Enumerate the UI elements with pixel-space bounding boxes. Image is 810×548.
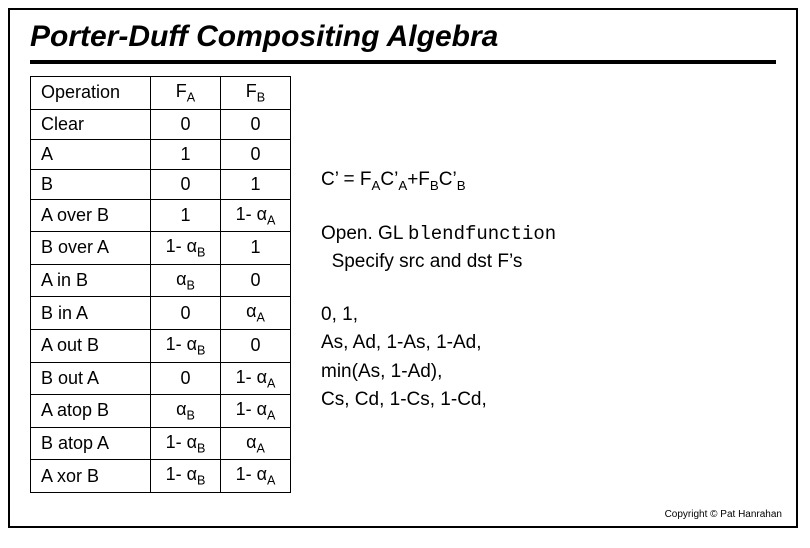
operations-table: Operation FA FB Clear00A10B01A over B11-… [30,76,291,493]
cell-fa: 1 [151,199,221,232]
opengl-line1-mono: blendfunction [408,223,556,245]
cell-op: A [31,139,151,169]
cell-fa: αB [151,264,221,297]
table-row: A10 [31,139,291,169]
table-row: B in A0αA [31,297,291,330]
cell-fb: 0 [221,329,291,362]
copyright: Copyright © Pat Hanrahan [665,509,782,520]
table-row: A in BαB0 [31,264,291,297]
options-l3: min(As, 1-Ad), [321,361,442,382]
options-l2: As, Ad, 1-As, 1-Ad, [321,332,482,353]
col-operation: Operation [31,77,151,110]
options-l4: Cs, Cd, 1-Cs, 1-Cd, [321,389,487,410]
slide-frame: Porter-Duff Compositing Algebra Operatio… [8,8,798,528]
right-column: C’ = FAC’A+FBC’B Open. GL blendfunction … [321,76,556,493]
cell-fb: 1- αA [221,395,291,428]
cell-fb: 1- αA [221,362,291,395]
cell-fa: 0 [151,109,221,139]
cell-op: B [31,169,151,199]
cell-op: A in B [31,264,151,297]
cell-fb: 0 [221,264,291,297]
cell-fa: 1- αB [151,427,221,460]
table-row: A atop BαB1- αA [31,395,291,428]
cell-fa: 1- αB [151,329,221,362]
cell-fb: 0 [221,139,291,169]
cell-fb: 1 [221,169,291,199]
table-row: B01 [31,169,291,199]
opengl-line2: Specify src and dst F’s [332,251,523,272]
cell-op: B atop A [31,427,151,460]
cell-fb: 1 [221,232,291,265]
table-row: Clear00 [31,109,291,139]
table-row: B out A01- αA [31,362,291,395]
table-row: B over A1- αB1 [31,232,291,265]
cell-op: A over B [31,199,151,232]
table-row: B atop A1- αBαA [31,427,291,460]
cell-fb: 1- αA [221,460,291,493]
options-block: 0, 1, As, Ad, 1-As, 1-Ad, min(As, 1-Ad),… [321,301,556,415]
cell-op: B out A [31,362,151,395]
table-row: A xor B1- αB1- αA [31,460,291,493]
content-row: Operation FA FB Clear00A10B01A over B11-… [30,76,776,493]
options-l1: 0, 1, [321,304,358,325]
table-header-row: Operation FA FB [31,77,291,110]
cell-fb: αA [221,427,291,460]
cell-op: A xor B [31,460,151,493]
table-row: A over B11- αA [31,199,291,232]
table-body: Clear00A10B01A over B11- αAB over A1- αB… [31,109,291,492]
cell-op: B in A [31,297,151,330]
cell-fa: 0 [151,362,221,395]
cell-fa: 0 [151,169,221,199]
col-fa: FA [151,77,221,110]
cell-fb: 1- αA [221,199,291,232]
cell-fb: αA [221,297,291,330]
cell-op: B over A [31,232,151,265]
cell-fa: 0 [151,297,221,330]
cell-op: A atop B [31,395,151,428]
table-row: A out B1- αB0 [31,329,291,362]
opengl-line1-pre: Open. GL [321,223,408,244]
col-fb: FB [221,77,291,110]
cell-op: A out B [31,329,151,362]
cell-fa: αB [151,395,221,428]
cell-fa: 1 [151,139,221,169]
formula: C’ = FAC’A+FBC’B [321,166,556,196]
slide-title: Porter-Duff Compositing Algebra [30,20,776,64]
cell-fb: 0 [221,109,291,139]
cell-op: Clear [31,109,151,139]
opengl-block: Open. GL blendfunction Specify src and d… [321,220,556,277]
cell-fa: 1- αB [151,232,221,265]
cell-fa: 1- αB [151,460,221,493]
